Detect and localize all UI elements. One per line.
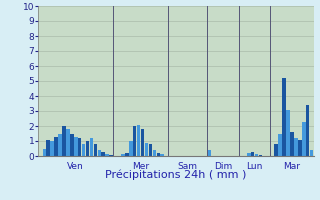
Text: Mar: Mar bbox=[284, 162, 300, 171]
Bar bbox=[66, 129, 70, 156]
Bar bbox=[70, 134, 74, 156]
Bar bbox=[259, 154, 262, 156]
Bar bbox=[141, 129, 144, 156]
Bar bbox=[255, 154, 258, 156]
Bar bbox=[278, 134, 282, 156]
Bar bbox=[294, 138, 298, 156]
Bar bbox=[78, 138, 82, 156]
Bar bbox=[302, 121, 306, 156]
Bar bbox=[62, 126, 66, 156]
Bar bbox=[286, 110, 290, 156]
Bar bbox=[137, 124, 140, 156]
Bar bbox=[98, 150, 101, 156]
Bar bbox=[90, 138, 93, 156]
Text: Ven: Ven bbox=[68, 162, 84, 171]
Bar bbox=[109, 154, 113, 156]
Bar bbox=[298, 140, 302, 156]
Bar bbox=[251, 152, 254, 156]
Bar bbox=[247, 153, 251, 156]
Bar bbox=[306, 105, 309, 156]
Bar bbox=[133, 126, 137, 156]
Bar bbox=[153, 150, 156, 156]
Bar bbox=[82, 144, 85, 156]
Bar bbox=[282, 78, 286, 156]
Bar bbox=[101, 152, 105, 156]
Bar bbox=[43, 148, 46, 156]
Text: Dim: Dim bbox=[214, 162, 232, 171]
Bar bbox=[46, 140, 50, 156]
Bar bbox=[290, 132, 294, 156]
Bar bbox=[58, 134, 62, 156]
Bar bbox=[149, 144, 152, 156]
Bar bbox=[160, 154, 164, 156]
Bar bbox=[121, 154, 125, 156]
Bar bbox=[310, 150, 313, 156]
X-axis label: Précipitations 24h ( mm ): Précipitations 24h ( mm ) bbox=[105, 170, 247, 180]
Bar bbox=[105, 154, 109, 156]
Text: Sam: Sam bbox=[178, 162, 198, 171]
Bar bbox=[145, 142, 148, 156]
Bar bbox=[275, 144, 278, 156]
Bar bbox=[74, 137, 77, 156]
Text: Mer: Mer bbox=[132, 162, 149, 171]
Bar bbox=[94, 144, 97, 156]
Bar bbox=[50, 141, 54, 156]
Bar bbox=[86, 141, 89, 156]
Bar bbox=[156, 153, 160, 156]
Bar bbox=[125, 153, 129, 156]
Bar bbox=[54, 137, 58, 156]
Text: Lun: Lun bbox=[246, 162, 263, 171]
Bar bbox=[208, 150, 211, 156]
Bar bbox=[129, 141, 132, 156]
